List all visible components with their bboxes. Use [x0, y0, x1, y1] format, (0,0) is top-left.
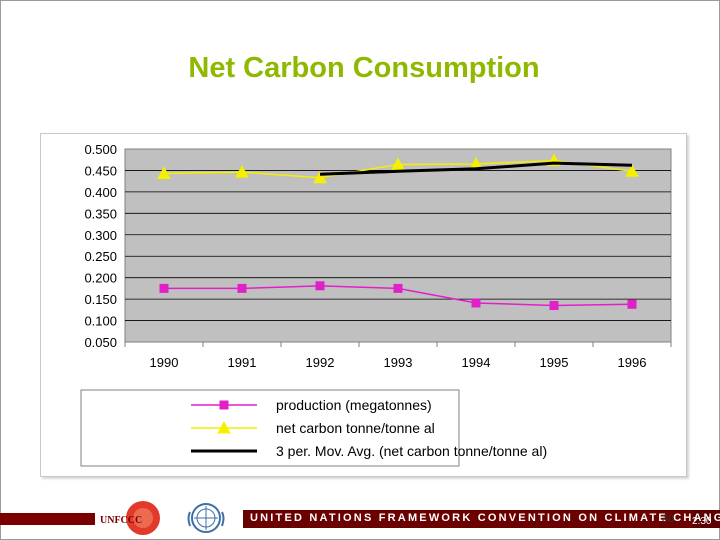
unfccc-logo-text: UNFCCC: [100, 515, 142, 526]
y-tick-label: 0.250: [84, 249, 117, 264]
y-tick-label: 0.150: [84, 292, 117, 307]
y-tick-label: 0.450: [84, 163, 117, 178]
page-number: 2.30: [692, 516, 712, 527]
x-tick-label: 1992: [306, 355, 335, 370]
legend-marker: [217, 420, 231, 434]
x-tick-label: 1995: [540, 355, 569, 370]
data-point: [471, 298, 481, 308]
legend: production (megatonnes) net carbon tonne/…: [80, 389, 547, 467]
legend-label: production (megatonnes): [276, 397, 432, 413]
footer-bar-tail: [693, 510, 720, 528]
data-point: [391, 157, 405, 170]
line-chart: 0.500 0.450 0.400 0.350 0.300 0.250 0.200 0.150…: [80, 142, 672, 467]
y-tick-label: 0.400: [84, 185, 117, 200]
unfccc-logo: UNFCCC: [100, 501, 160, 535]
footer-text: UNITED NATIONS FRAMEWORK CONVENTION ON C…: [250, 512, 720, 524]
data-point: [235, 165, 249, 178]
x-tick-label: 1993: [384, 355, 413, 370]
data-point: [549, 301, 559, 311]
data-point: [625, 164, 639, 177]
data-point: [627, 299, 637, 309]
legend-box: [80, 389, 460, 467]
chart-container: 0.500 0.450 0.400 0.350 0.300 0.250 0.200 0.150…: [40, 133, 687, 477]
data-point: [393, 283, 403, 293]
x-tick-label: 1991: [228, 355, 257, 370]
data-point: [313, 170, 327, 184]
axes: 0.500 0.450 0.400 0.350 0.300 0.250 0.200 0.150…: [84, 142, 672, 370]
y-tick-label: 0.100: [84, 314, 117, 329]
y-tick-label: 0.200: [84, 271, 117, 286]
y-tick-label: 0.300: [84, 228, 117, 243]
un-emblem-icon: [187, 503, 225, 533]
legend-label: net carbon tonne/tonne al: [276, 420, 435, 436]
plot-area: [124, 148, 672, 343]
series-layer: [157, 153, 639, 311]
footer-left-stripe: [0, 513, 95, 525]
x-tick-label: 1990: [150, 355, 179, 370]
data-point: [315, 281, 325, 291]
y-tick-label: 0.500: [84, 142, 117, 157]
data-point: [237, 283, 247, 293]
legend-marker: [219, 400, 229, 410]
y-tick-label: 0.350: [84, 206, 117, 221]
slide-title: Net Carbon Consumption: [188, 52, 540, 84]
data-point: [157, 166, 171, 179]
gridlines: [124, 148, 672, 343]
x-tick-label: 1994: [462, 355, 491, 370]
slide-number: 30: [662, 513, 675, 525]
y-tick-label: 0.050: [84, 335, 117, 350]
footer-bar: [243, 510, 693, 528]
data-point: [159, 283, 169, 293]
x-tick-label: 1996: [618, 355, 647, 370]
series-line: [319, 161, 633, 176]
legend-label: 3 per. Mov. Avg. (net carbon tonne/tonne…: [276, 443, 547, 459]
